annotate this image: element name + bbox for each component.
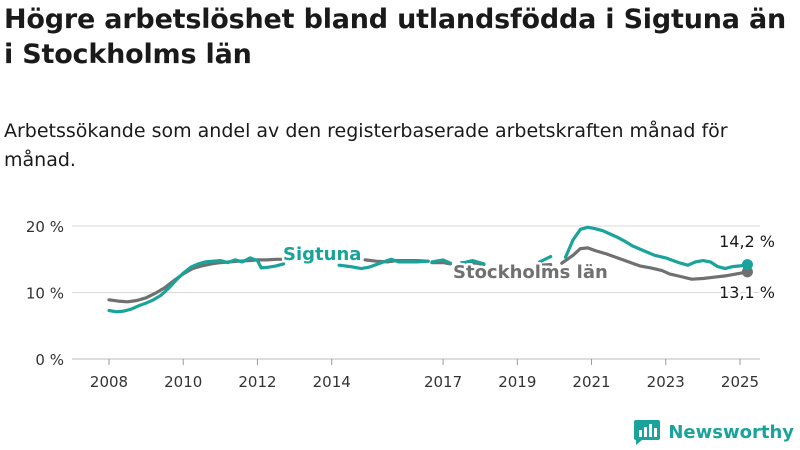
newsworthy-brand[interactable]: Newsworthy: [633, 419, 794, 445]
page-subtitle: Arbetssökande som andel av den registerb…: [4, 120, 728, 171]
sigtuna-end-point: [741, 259, 753, 271]
x-tick-label: 2021: [572, 373, 610, 391]
stockholms-lan-line: [560, 246, 749, 281]
x-tick-label: 2019: [498, 373, 536, 391]
page-title: Högre arbetslöshet bland utlandsfödda i …: [4, 4, 787, 70]
x-tick-label: 2012: [238, 373, 276, 391]
y-tick-label: 10 %: [26, 285, 64, 303]
sigtuna-line: [107, 256, 286, 314]
x-tick-label: 2014: [313, 373, 351, 391]
series-layer: [107, 225, 753, 314]
sigtuna-end-value-label: 14,2 %: [719, 232, 775, 251]
brand-name: Newsworthy: [668, 421, 794, 443]
sigtuna-series-label: Sigtuna: [283, 244, 361, 265]
grid-layer: 0 % 10 % 20 %: [26, 218, 760, 369]
label-layer: Sigtuna Stockholms län 14,2 % 13,1 %: [281, 230, 778, 305]
x-axis: 2008 2010 2012 2014 2017 2019 2021 2023 2025: [90, 359, 759, 391]
stockholms-lan-end-value-label: 13,1 %: [719, 283, 775, 302]
sigtuna-line: [460, 259, 486, 266]
newsworthy-logo-icon: [634, 420, 661, 445]
sigtuna-line: [563, 225, 749, 271]
x-tick-label: 2025: [721, 373, 759, 391]
sigtuna-line: [538, 255, 553, 264]
sigtuna-line: [337, 257, 430, 271]
x-tick-label: 2017: [424, 373, 462, 391]
y-tick-label: 0 %: [35, 351, 64, 369]
stockholms-lan-series-label: Stockholms län: [453, 262, 608, 283]
x-tick-label: 2023: [647, 373, 685, 391]
x-tick-label: 2008: [90, 373, 128, 391]
sigtuna-line: [430, 258, 453, 265]
y-tick-label: 20 %: [26, 218, 64, 236]
x-tick-label: 2010: [164, 373, 202, 391]
stockholms-lan-line: [538, 263, 553, 267]
